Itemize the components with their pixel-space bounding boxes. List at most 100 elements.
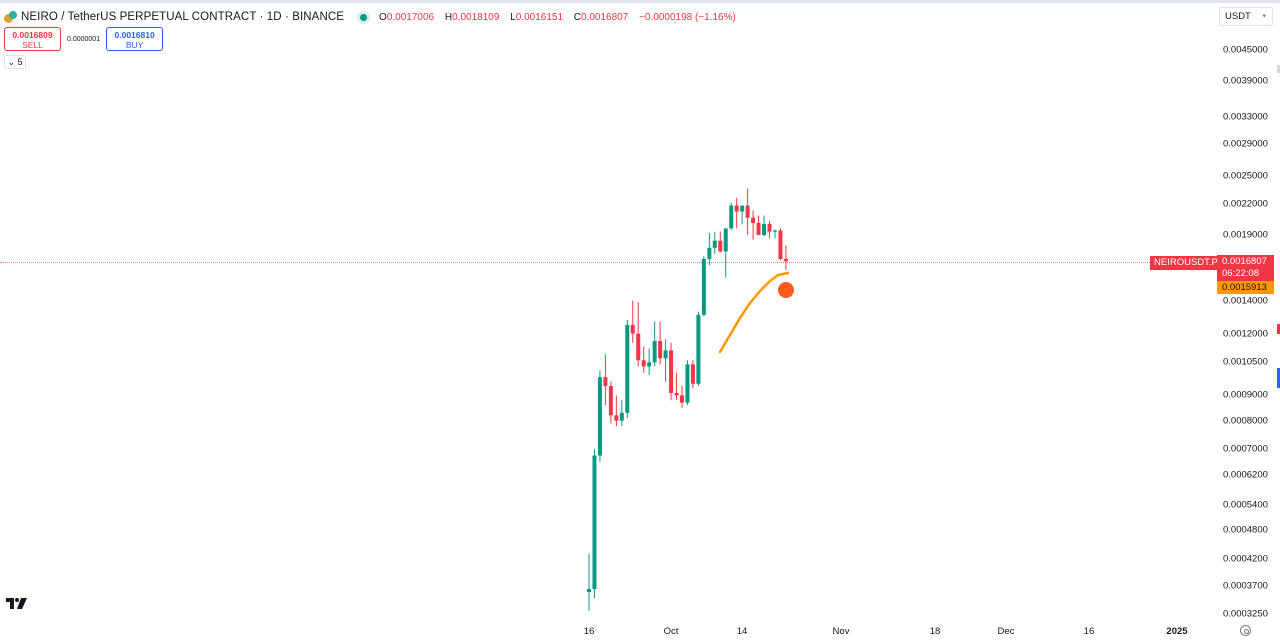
symbol-title[interactable]: NEIRO / TetherUS PERPETUAL CONTRACT · 1D… (21, 11, 345, 23)
trade-panel: 0.0016809 SELL 0.0000001 0.0016810 BUY (4, 27, 164, 51)
price-tick-label: 0.0033000 (1223, 111, 1268, 123)
price-tick-label: 0.0039000 (1223, 75, 1268, 87)
time-tick-label: 18 (929, 626, 941, 637)
symbol-price-tag: NEIROUSDT.P (1150, 256, 1222, 270)
price-tick-label: 0.0022000 (1223, 198, 1268, 210)
market-status-icon[interactable] (360, 13, 368, 21)
candle-body (630, 324, 635, 334)
close-label: C (573, 11, 582, 23)
chevron-down-icon: ⌄ (7, 57, 18, 67)
price-tick-label: 0.0008000 (1223, 415, 1268, 427)
indicators-count: 5 (17, 57, 23, 67)
indicator-marker[interactable] (778, 282, 794, 298)
time-tick-label: 16 (583, 626, 595, 637)
candle-body (663, 350, 668, 359)
change-value: −0.0000198 (−1.16%) (639, 11, 736, 23)
price-tick-label: 0.0025000 (1223, 170, 1268, 182)
price-tick-label: 0.0004800 (1223, 524, 1268, 536)
price-tick-label: 0.0003250 (1223, 608, 1268, 620)
candle-body (772, 230, 777, 232)
buy-button[interactable]: 0.0016810 BUY (106, 27, 164, 51)
ohlc-values: O0.0017006 H0.0018109 L0.0016151 C0.0016… (379, 12, 740, 23)
candle-body (674, 393, 679, 396)
price-tick-label: 0.0019000 (1223, 229, 1268, 241)
candle-body (718, 240, 723, 252)
candle-body (745, 205, 750, 218)
time-tick-label: Nov (832, 626, 850, 637)
sell-button[interactable]: 0.0016809 SELL (4, 27, 61, 51)
scale-edge-marker (1277, 65, 1280, 73)
candle-body (778, 230, 783, 259)
candle-body (608, 386, 613, 416)
scale-edge-marker-blue (1277, 368, 1280, 388)
candle-body (723, 228, 728, 252)
price-tick-label: 0.0009000 (1223, 389, 1268, 401)
candle-body (592, 455, 597, 590)
last-price-tag: 0.0016807 06:22:08 (1217, 255, 1274, 281)
price-tick-label: 0.0029000 (1223, 138, 1268, 150)
chevron-down-icon: ▾ (1262, 13, 1266, 20)
price-tick-label: 0.0014000 (1223, 295, 1268, 307)
open-label: O (379, 11, 387, 23)
candle-body (734, 205, 739, 212)
price-tick-label: 0.0005400 (1223, 499, 1268, 511)
time-tick-label: 16 (1083, 626, 1095, 637)
currency-select[interactable]: USDT ▾ (1219, 7, 1273, 26)
symbol-logo-icon (4, 10, 18, 24)
indicator-price-tag: 0.0015913 (1217, 281, 1274, 294)
candle-body (636, 333, 641, 361)
price-tick-label: 0.0006200 (1223, 469, 1268, 481)
settings-icon[interactable] (1240, 625, 1251, 636)
price-tick-label: 0.0012000 (1223, 328, 1268, 340)
high-value: 0.0018109 (452, 11, 500, 23)
candle-body (729, 205, 734, 229)
sell-label: SELL (22, 40, 43, 50)
candle-body (603, 377, 608, 387)
price-tick-label: 0.0004200 (1223, 553, 1268, 565)
indicators-toggle-button[interactable]: ⌄ 5 (4, 55, 26, 69)
buy-price: 0.0016810 (114, 30, 155, 40)
scale-edge-marker-red (1277, 324, 1280, 334)
time-tick-label: Oct (663, 626, 679, 637)
time-tick-label: 2025 (1166, 626, 1188, 637)
indicator-curve[interactable] (718, 271, 790, 354)
low-value: 0.0016151 (515, 11, 564, 23)
candle-body (767, 224, 772, 232)
sell-price: 0.0016809 (12, 30, 53, 40)
high-label: H (444, 11, 453, 23)
candle-body (696, 314, 701, 384)
candle-body (685, 364, 690, 403)
candle-body (756, 222, 761, 236)
price-tick-label: 0.0045000 (1223, 44, 1268, 56)
candle-body (587, 589, 591, 593)
candle-body (641, 360, 646, 367)
candle-body (652, 340, 657, 363)
symbol-header: NEIRO / TetherUS PERPETUAL CONTRACT · 1D… (4, 8, 740, 26)
candle-body (783, 258, 788, 262)
price-tick-label: 0.0010500 (1223, 356, 1268, 368)
candle-body (679, 395, 684, 403)
candle-body (762, 224, 767, 236)
candle-body (669, 350, 674, 394)
buy-label: BUY (125, 40, 144, 50)
candlestick-chart[interactable] (0, 0, 1216, 620)
tradingview-logo-icon[interactable] (6, 598, 28, 610)
last-price: 0.0016807 (1222, 256, 1267, 267)
candle-body (647, 362, 652, 367)
candle-body (712, 240, 717, 248)
last-price-line (0, 262, 1216, 263)
candle-body (690, 364, 695, 384)
bar-countdown: 06:22:08 (1222, 268, 1259, 279)
candle-body (707, 247, 712, 259)
top-border (0, 0, 1280, 3)
candle-body (751, 217, 756, 223)
close-value: 0.0016807 (581, 11, 629, 23)
time-tick-label: 14 (736, 626, 748, 637)
price-tick-label: 0.0003700 (1223, 580, 1268, 592)
spread-value: 0.0000001 (67, 35, 101, 43)
open-value: 0.0017006 (386, 11, 435, 23)
candle-body (614, 415, 619, 421)
candle-body (597, 377, 602, 456)
candle-body (740, 205, 745, 212)
currency-value: USDT (1225, 11, 1251, 22)
